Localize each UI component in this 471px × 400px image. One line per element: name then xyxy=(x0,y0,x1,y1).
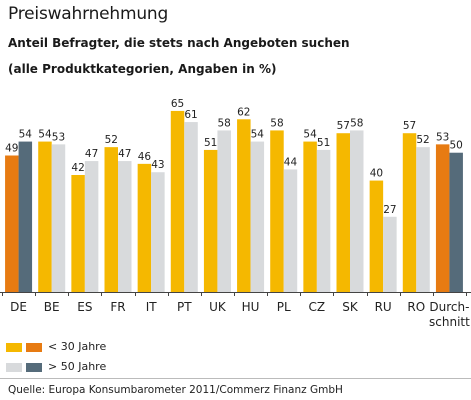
bar-es-under30 xyxy=(71,175,85,292)
data-label-pt-over50: 61 xyxy=(184,109,197,121)
data-label-pt-under30: 65 xyxy=(171,98,184,110)
x-tick-label-be: BE xyxy=(44,300,60,314)
x-tick-label-pt: PT xyxy=(177,300,192,314)
data-label-uk-over50: 58 xyxy=(217,117,230,129)
bar-pl-under30 xyxy=(270,130,284,292)
bar-be-over50 xyxy=(51,144,66,292)
bar-durchschnitt-under30 xyxy=(435,144,450,292)
chart-title: Preiswahrnehmung xyxy=(8,4,169,24)
chart-subtitle-line-2: (alle Produktkategorien, Angaben in %) xyxy=(8,62,277,76)
data-label-ro-under30: 57 xyxy=(403,120,416,132)
legend-swatch-over-50-highlight xyxy=(26,363,42,372)
bar-it-under30 xyxy=(137,163,152,292)
bar-ru-over50 xyxy=(383,216,397,292)
data-label-es-under30: 42 xyxy=(71,162,84,174)
bar-ro-under30 xyxy=(402,133,417,292)
x-tick-label-it: IT xyxy=(146,300,158,314)
bar-es-over50 xyxy=(84,161,99,292)
bar-pt-under30 xyxy=(170,110,185,292)
data-label-durchschnitt-over50: 50 xyxy=(449,140,462,152)
data-label-be-under30: 54 xyxy=(38,129,52,141)
x-tick-label-ro: RO xyxy=(407,300,425,314)
bar-it-over50 xyxy=(151,172,165,292)
legend-label-under-30: < 30 Jahre xyxy=(48,340,107,353)
data-label-hu-over50: 54 xyxy=(251,129,265,141)
data-label-durchschnitt-under30: 53 xyxy=(436,131,449,143)
data-label-cz-over50: 51 xyxy=(317,137,330,149)
data-label-uk-under30: 51 xyxy=(204,137,217,149)
data-label-de-over50: 54 xyxy=(19,129,33,141)
data-label-hu-under30: 62 xyxy=(237,106,250,118)
bar-cz-over50 xyxy=(316,149,331,292)
data-label-sk-over50: 58 xyxy=(350,117,363,129)
bar-durchschnitt-over50 xyxy=(449,152,463,292)
legend-swatch-under-30 xyxy=(6,343,22,352)
x-tick-label-durchschnitt: Durch-schnitt xyxy=(429,300,470,329)
bar-hu-over50 xyxy=(250,141,265,292)
bar-pl-over50 xyxy=(283,169,298,292)
bar-hu-under30 xyxy=(237,119,251,293)
bar-fr-over50 xyxy=(118,161,132,292)
x-tick-label-pl: PL xyxy=(277,300,291,314)
data-label-es-over50: 47 xyxy=(85,148,98,160)
data-label-ru-under30: 40 xyxy=(370,168,383,180)
bar-uk-over50 xyxy=(217,130,231,292)
bar-be-under30 xyxy=(38,141,52,292)
data-label-it-over50: 43 xyxy=(151,159,164,171)
x-tick-label-fr: FR xyxy=(110,300,125,314)
data-label-ro-over50: 52 xyxy=(416,134,429,146)
data-label-pl-over50: 44 xyxy=(284,156,298,168)
data-label-ru-over50: 27 xyxy=(383,204,396,216)
x-tick-label-es: ES xyxy=(77,300,92,314)
bar-fr-under30 xyxy=(104,147,118,292)
bar-de-under30 xyxy=(5,155,19,292)
bar-de-over50 xyxy=(18,141,33,292)
data-label-pl-under30: 58 xyxy=(270,117,283,129)
legend-swatch-under-30-highlight xyxy=(26,343,42,352)
x-tick-label-uk: UK xyxy=(209,300,227,314)
source-note: Quelle: Europa Konsumbarometer 2011/Comm… xyxy=(8,384,343,396)
bar-pt-over50 xyxy=(184,122,198,292)
legend-label-over-50: > 50 Jahre xyxy=(48,360,107,373)
bar-ru-under30 xyxy=(369,180,384,292)
bar-cz-under30 xyxy=(303,141,317,292)
x-tick-label-ru: RU xyxy=(375,300,392,314)
legend-swatch-over-50 xyxy=(6,363,22,372)
bar-ro-over50 xyxy=(416,147,430,292)
bar-sk-over50 xyxy=(350,130,364,292)
source-divider xyxy=(0,378,471,379)
x-tick-label-de: DE xyxy=(10,300,27,314)
data-label-de-under30: 49 xyxy=(5,143,18,155)
data-label-fr-over50: 47 xyxy=(118,148,131,160)
x-tick-label-cz: CZ xyxy=(309,300,326,314)
x-tick-label-hu: HU xyxy=(242,300,260,314)
data-label-fr-under30: 52 xyxy=(105,134,118,146)
x-tick-label-sk: SK xyxy=(342,300,359,314)
chart-subtitle-line-1: Anteil Befragter, die stets nach Angebot… xyxy=(8,36,350,50)
data-label-be-over50: 53 xyxy=(52,131,65,143)
bar-sk-under30 xyxy=(336,133,350,292)
data-label-sk-under30: 57 xyxy=(337,120,350,132)
bar-uk-under30 xyxy=(203,149,218,292)
data-label-cz-under30: 54 xyxy=(303,129,317,141)
data-label-it-under30: 46 xyxy=(138,151,152,163)
